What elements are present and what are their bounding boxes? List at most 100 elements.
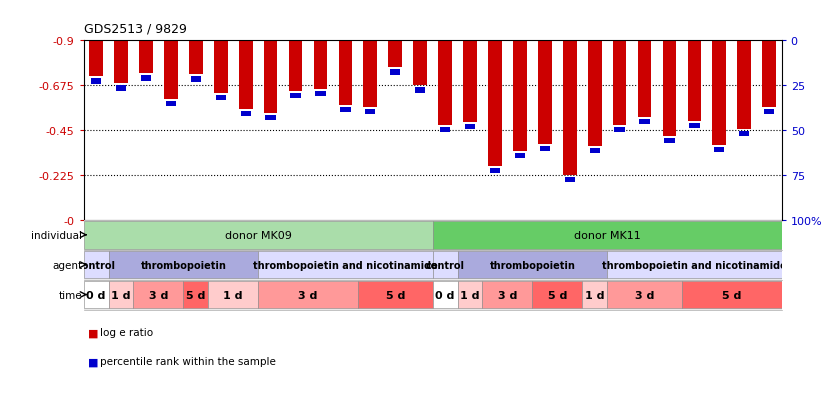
Text: 3 d: 3 d bbox=[635, 290, 655, 300]
Bar bbox=[239, 41, 252, 110]
Bar bbox=[91, 79, 101, 84]
Bar bbox=[413, 41, 427, 86]
Bar bbox=[463, 41, 477, 123]
Bar bbox=[488, 41, 502, 166]
Bar bbox=[638, 41, 651, 118]
Bar bbox=[433, 281, 457, 309]
Bar bbox=[340, 108, 350, 113]
Text: thrombopoietin and nicotinamide: thrombopoietin and nicotinamide bbox=[253, 260, 438, 270]
Bar bbox=[84, 281, 109, 309]
Bar bbox=[540, 146, 550, 152]
Bar bbox=[588, 41, 602, 147]
Bar bbox=[109, 281, 134, 309]
Bar bbox=[737, 41, 751, 130]
Bar bbox=[538, 41, 552, 145]
Text: 3 d: 3 d bbox=[298, 290, 318, 300]
Bar bbox=[241, 112, 251, 117]
Text: ■: ■ bbox=[88, 328, 99, 337]
Text: 5 d: 5 d bbox=[186, 290, 206, 300]
Text: GDS2513 / 9829: GDS2513 / 9829 bbox=[84, 22, 186, 35]
Bar bbox=[214, 41, 227, 94]
Bar bbox=[482, 281, 533, 309]
Text: 5 d: 5 d bbox=[722, 290, 742, 300]
Bar bbox=[433, 251, 457, 279]
Bar bbox=[739, 131, 749, 137]
Bar bbox=[191, 77, 201, 82]
Bar bbox=[515, 153, 525, 159]
Text: control: control bbox=[426, 260, 465, 270]
Text: donor MK11: donor MK11 bbox=[573, 230, 640, 240]
Bar bbox=[364, 41, 377, 108]
Bar bbox=[315, 92, 325, 97]
Text: log e ratio: log e ratio bbox=[100, 328, 154, 337]
Bar bbox=[712, 41, 726, 146]
Bar bbox=[263, 41, 278, 114]
Bar bbox=[457, 281, 482, 309]
Bar bbox=[164, 41, 178, 100]
Text: 1 d: 1 d bbox=[461, 290, 480, 300]
Bar bbox=[614, 128, 624, 133]
Bar bbox=[116, 86, 126, 91]
Bar bbox=[84, 221, 433, 249]
Bar bbox=[358, 281, 433, 309]
Bar bbox=[415, 88, 426, 93]
Bar bbox=[613, 41, 626, 126]
Bar bbox=[582, 281, 607, 309]
Bar bbox=[640, 119, 650, 125]
Bar bbox=[433, 221, 782, 249]
Bar bbox=[714, 147, 725, 153]
Text: ■: ■ bbox=[88, 356, 99, 366]
Bar bbox=[84, 251, 109, 279]
Text: donor MK09: donor MK09 bbox=[225, 230, 292, 240]
Text: 1 d: 1 d bbox=[223, 290, 243, 300]
Bar bbox=[314, 41, 328, 90]
Text: 0 d: 0 d bbox=[436, 290, 455, 300]
Bar bbox=[89, 41, 103, 77]
Bar bbox=[189, 41, 202, 75]
Text: 3 d: 3 d bbox=[149, 290, 168, 300]
Bar bbox=[389, 41, 402, 68]
Bar bbox=[290, 94, 301, 99]
Text: 3 d: 3 d bbox=[497, 290, 517, 300]
Bar bbox=[665, 138, 675, 144]
Bar bbox=[339, 41, 352, 106]
Text: control: control bbox=[77, 260, 115, 270]
Bar bbox=[607, 251, 782, 279]
Text: 5 d: 5 d bbox=[385, 290, 405, 300]
Bar bbox=[490, 168, 500, 174]
Bar bbox=[564, 177, 575, 183]
Bar bbox=[115, 41, 128, 84]
Text: individual: individual bbox=[32, 230, 83, 240]
Bar bbox=[682, 281, 782, 309]
Bar bbox=[288, 41, 303, 92]
Bar bbox=[438, 41, 452, 126]
Bar bbox=[607, 281, 682, 309]
Text: 0 d: 0 d bbox=[86, 290, 105, 300]
Bar bbox=[266, 116, 276, 121]
Bar bbox=[513, 41, 527, 152]
Bar bbox=[216, 96, 226, 101]
Text: 5 d: 5 d bbox=[548, 290, 567, 300]
Bar bbox=[563, 41, 577, 176]
Text: percentile rank within the sample: percentile rank within the sample bbox=[100, 356, 276, 366]
Bar bbox=[139, 41, 153, 74]
Text: thrombopoietin: thrombopoietin bbox=[140, 260, 227, 270]
Text: 1 d: 1 d bbox=[111, 290, 130, 300]
Bar bbox=[258, 281, 358, 309]
Text: time: time bbox=[59, 290, 83, 300]
Text: thrombopoietin: thrombopoietin bbox=[489, 260, 575, 270]
Bar bbox=[109, 251, 258, 279]
Bar bbox=[764, 109, 774, 115]
Bar bbox=[663, 41, 676, 137]
Bar bbox=[689, 123, 700, 129]
Bar bbox=[457, 251, 607, 279]
Bar bbox=[140, 76, 151, 81]
Bar bbox=[134, 281, 183, 309]
Text: agent: agent bbox=[52, 260, 83, 270]
Bar bbox=[365, 109, 375, 115]
Bar bbox=[183, 281, 208, 309]
Bar bbox=[687, 41, 701, 122]
Bar bbox=[762, 41, 776, 108]
Bar bbox=[208, 281, 258, 309]
Bar bbox=[589, 148, 599, 154]
